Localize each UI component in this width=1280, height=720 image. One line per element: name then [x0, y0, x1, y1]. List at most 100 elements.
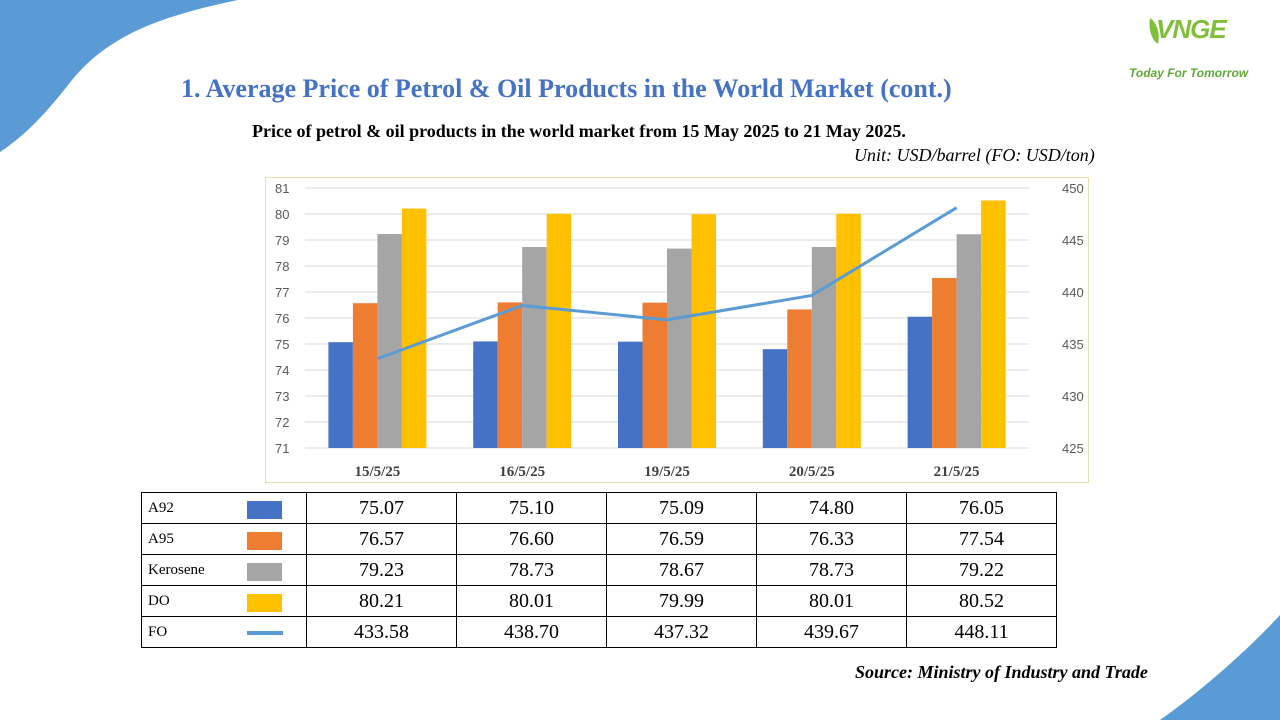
y2-tick-label: 450 — [1062, 181, 1084, 196]
y-tick-label: 80 — [275, 207, 289, 222]
legend-swatch-fo — [247, 631, 283, 635]
chart-unit: Unit: USD/barrel (FO: USD/ton) — [854, 145, 1095, 165]
table-cell: 79.22 — [906, 554, 1057, 586]
row-label: A95 — [148, 531, 174, 547]
bar-a92 — [762, 349, 788, 448]
y-tick-label: 77 — [275, 285, 289, 300]
data-table: A92 75.07 75.10 75.09 74.80 76.05 A95 76.57 76.6… — [141, 492, 1057, 648]
bar-a95 — [352, 303, 378, 448]
y-tick-label: 78 — [275, 259, 289, 274]
source-note: Source: Ministry of Industry and Trade — [855, 662, 1148, 682]
table-cell: 75.07 — [306, 492, 457, 524]
table-cell: 76.57 — [306, 523, 457, 555]
table-cell: 433.58 — [306, 616, 457, 648]
bar-a95 — [497, 302, 523, 448]
y2-tick-label: 435 — [1062, 337, 1084, 352]
table-row: DO 80.21 80.01 79.99 80.01 80.52 — [141, 585, 1057, 617]
x-tick-label: 19/5/25 — [644, 464, 690, 480]
label-layer: 71 72 73 74 75 76 77 78 79 80 81 425 430 435 440 445 450… — [275, 181, 1084, 480]
table-cell: 77.54 — [906, 523, 1057, 555]
bar-kerosene — [377, 234, 402, 448]
bar-kerosene — [811, 247, 837, 448]
table-cell: 80.01 — [756, 585, 907, 617]
page-title: 1. Average Price of Petrol & Oil Product… — [181, 74, 952, 103]
bar-a95 — [642, 302, 667, 448]
y2-tick-label: 440 — [1062, 285, 1084, 300]
table-row: A95 76.57 76.60 76.59 76.33 77.54 — [141, 523, 1057, 555]
row-label-cell: A95 — [141, 523, 307, 555]
x-tick-label: 21/5/25 — [934, 464, 980, 480]
table-cell: 76.33 — [756, 523, 907, 555]
x-tick-label: 20/5/25 — [789, 464, 835, 480]
bar-a95 — [932, 277, 957, 448]
row-label: DO — [148, 593, 170, 609]
table-row: A92 75.07 75.10 75.09 74.80 76.05 — [141, 492, 1057, 524]
table-cell: 78.73 — [756, 554, 907, 586]
table-cell: 75.09 — [606, 492, 757, 524]
table-cell: 80.01 — [456, 585, 607, 617]
bar-kerosene — [667, 248, 692, 448]
bar-layer — [328, 200, 1006, 448]
row-label-cell: FO — [141, 616, 307, 648]
table-cell: 76.59 — [606, 523, 757, 555]
y-tick-label: 81 — [275, 181, 289, 196]
table-row: Kerosene 79.23 78.73 78.67 78.73 79.22 — [141, 554, 1057, 586]
company-logo: VNGE Today For Tomorrow — [1126, 14, 1266, 86]
bar-a92 — [328, 342, 353, 448]
y-tick-label: 76 — [275, 311, 289, 326]
row-label-cell: A92 — [141, 492, 307, 524]
table-row: FO 433.58 438.70 437.32 439.67 448.11 — [141, 616, 1057, 648]
top-left-wave-shape — [0, 0, 238, 152]
chart-title: Price of petrol & oil products in the wo… — [252, 121, 906, 141]
y2-tick-label: 430 — [1062, 389, 1084, 404]
y-tick-label: 75 — [275, 337, 289, 352]
legend-swatch-kerosene — [247, 563, 282, 581]
table-cell: 80.21 — [306, 585, 457, 617]
table-cell: 448.11 — [906, 616, 1057, 648]
bar-do — [981, 200, 1006, 448]
bar-a92 — [473, 341, 498, 448]
row-label: Kerosene — [148, 562, 205, 578]
table-cell: 76.05 — [906, 492, 1057, 524]
bottom-right-wave-shape — [1160, 615, 1280, 720]
table-cell: 439.67 — [756, 616, 907, 648]
table-cell: 437.32 — [606, 616, 757, 648]
bar-do — [546, 213, 572, 448]
y-tick-label: 74 — [275, 363, 289, 378]
bar-do — [836, 213, 861, 448]
legend-swatch-a95 — [247, 532, 282, 550]
logo-mark: VNGE — [1156, 14, 1227, 44]
table-cell: 75.10 — [456, 492, 607, 524]
bar-a92 — [907, 316, 933, 448]
table-cell: 74.80 — [756, 492, 907, 524]
leaf-icon — [1149, 18, 1159, 44]
y2-tick-label: 425 — [1062, 441, 1084, 456]
y-tick-label: 79 — [275, 233, 289, 248]
logo-tagline: Today For Tomorrow — [1129, 66, 1249, 80]
table-cell: 438.70 — [456, 616, 607, 648]
table-cell: 79.99 — [606, 585, 757, 617]
table-cell: 78.73 — [456, 554, 607, 586]
bar-do — [401, 208, 427, 448]
legend-swatch-a92 — [247, 501, 282, 519]
bar-a95 — [787, 309, 812, 448]
y-tick-label: 71 — [275, 441, 289, 456]
row-label: A92 — [148, 500, 174, 516]
y2-tick-label: 445 — [1062, 233, 1084, 248]
table-cell: 79.23 — [306, 554, 457, 586]
y-tick-label: 73 — [275, 389, 289, 404]
row-label-cell: DO — [141, 585, 307, 617]
line-layer — [376, 206, 958, 361]
legend-swatch-do — [247, 594, 282, 612]
bar-do — [691, 214, 716, 448]
price-chart: 71 72 73 74 75 76 77 78 79 80 81 425 430 435 440 445 450… — [265, 177, 1089, 483]
bar-kerosene — [956, 234, 982, 448]
y-tick-label: 72 — [275, 415, 289, 430]
bar-a92 — [618, 341, 643, 448]
table-cell: 78.67 — [606, 554, 757, 586]
row-label: FO — [148, 624, 168, 640]
bar-kerosene — [522, 247, 547, 448]
x-tick-label: 15/5/25 — [354, 464, 400, 480]
table-cell: 76.60 — [456, 523, 607, 555]
